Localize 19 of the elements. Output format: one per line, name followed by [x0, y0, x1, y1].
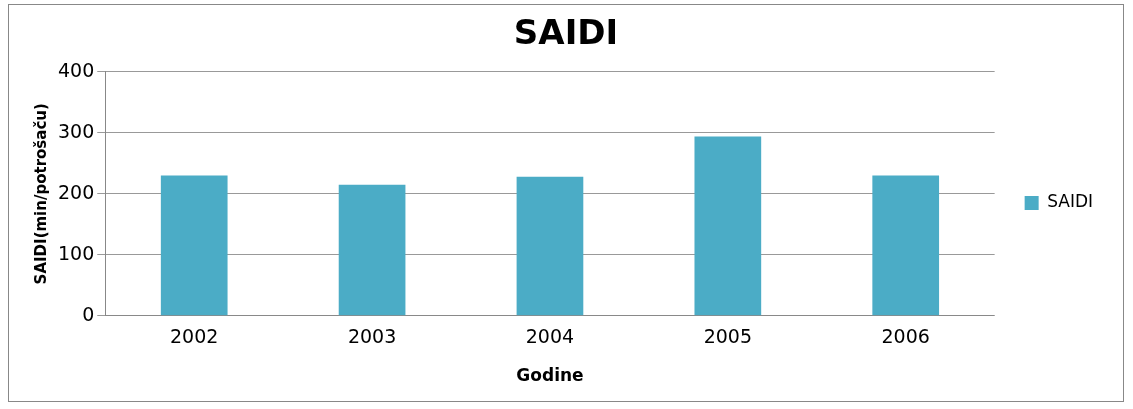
x-axis-title: Godine	[516, 365, 584, 386]
legend-label: SAIDI	[1047, 191, 1094, 212]
y-tick-label: 100	[58, 241, 95, 264]
bar	[516, 176, 584, 316]
x-tick-label: 2002	[170, 325, 219, 348]
y-tick-label: 200	[58, 180, 95, 203]
chart-title: SAIDI	[513, 12, 619, 53]
y-axis-title: SAIDI(min/potrošaču)	[31, 103, 50, 285]
bar	[160, 175, 228, 316]
y-tick-label: 0	[82, 302, 95, 325]
bar	[694, 136, 762, 316]
y-tick-label: 400	[58, 58, 95, 81]
x-tick-label: 2006	[881, 325, 930, 348]
x-tick-label: 2004	[525, 325, 575, 348]
bar	[872, 175, 940, 316]
x-tick-label: 2003	[347, 325, 397, 348]
y-tick-label: 300	[58, 119, 95, 142]
x-tick-label: 2005	[703, 325, 753, 348]
bar	[338, 184, 406, 316]
